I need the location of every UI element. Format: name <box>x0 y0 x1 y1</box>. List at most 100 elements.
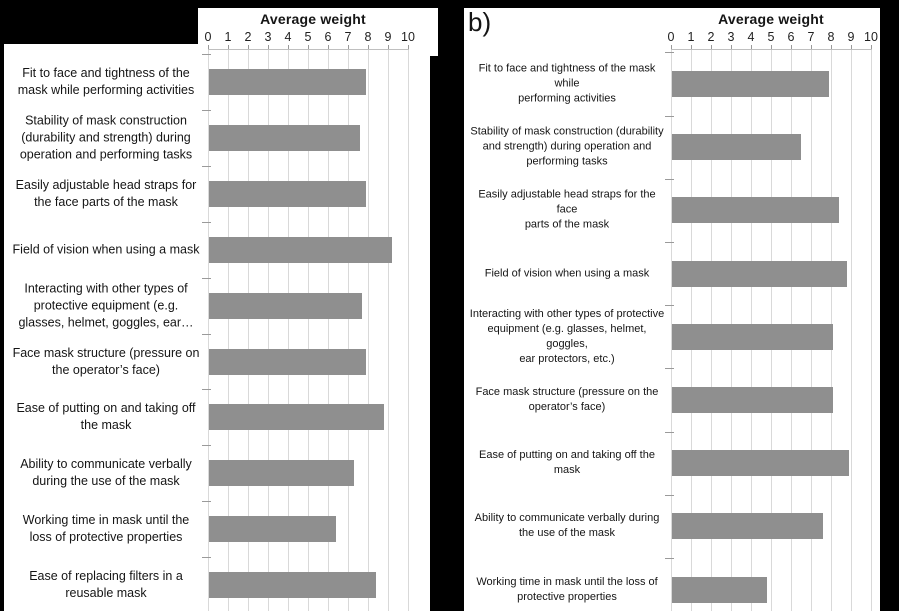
x-tick-label: 8 <box>364 30 372 44</box>
x-axis-tick <box>348 45 349 52</box>
x-axis-tick <box>871 45 872 52</box>
category-label: Working time in mask until the loss of p… <box>22 513 190 544</box>
bar <box>672 324 833 350</box>
category-axis-tick <box>665 52 674 53</box>
x-axis-tick <box>771 45 772 52</box>
x-tick-label: 5 <box>304 30 312 44</box>
category-label: Ability to communicate verbally during t… <box>474 512 660 539</box>
category-label: Fit to face and tightness of the mask wh… <box>478 62 656 105</box>
gridline <box>328 50 329 611</box>
category-axis-tick <box>665 305 674 306</box>
category-label: Field of vision when using a mask <box>484 267 650 280</box>
gridline <box>248 50 249 611</box>
category-axis-tick <box>202 389 211 390</box>
x-tick-label: 2 <box>244 30 252 44</box>
bar <box>672 387 833 413</box>
category-axis-tick <box>202 501 211 502</box>
category-label: Working time in mask until the loss of p… <box>476 576 658 603</box>
category-axis-tick <box>202 166 211 167</box>
x-tick-label: 0 <box>204 30 212 44</box>
bar <box>209 516 336 542</box>
x-tick-label: 0 <box>667 30 675 44</box>
x-axis-tick <box>308 45 309 52</box>
bar <box>672 261 847 287</box>
category-axis-tick <box>202 445 211 446</box>
plot-top-border <box>208 49 409 50</box>
category-label: Stability of mask construction (durabili… <box>470 125 664 168</box>
category-axis-tick <box>202 557 211 558</box>
bar <box>672 71 829 97</box>
x-axis-tick <box>248 45 249 52</box>
bar <box>209 349 366 375</box>
bar <box>672 577 767 603</box>
bar <box>209 181 366 207</box>
category-axis-tick <box>202 110 211 111</box>
x-tick-label: 8 <box>827 30 835 44</box>
x-tick-label: 4 <box>747 30 755 44</box>
bar <box>672 134 801 160</box>
x-tick-label: 7 <box>807 30 815 44</box>
x-tick-label: 5 <box>767 30 775 44</box>
gridline <box>288 50 289 611</box>
category-label: Interacting with other types of protecti… <box>18 281 194 330</box>
gridline <box>268 50 269 611</box>
chart-b-panel-label: b) <box>468 7 492 37</box>
x-axis-tick <box>268 45 269 52</box>
gridline <box>851 50 852 611</box>
x-axis-tick <box>328 45 329 52</box>
category-axis-tick <box>202 54 211 55</box>
bar <box>672 513 823 539</box>
gridline <box>388 50 389 611</box>
category-axis-tick <box>202 222 211 223</box>
category-axis-tick <box>665 495 674 496</box>
bar <box>672 197 839 223</box>
x-axis-tick <box>831 45 832 52</box>
chart-b-panel <box>464 8 880 611</box>
bar <box>209 125 360 151</box>
bar <box>672 450 849 476</box>
category-label: Face mask structure (pressure on the ope… <box>475 386 659 413</box>
category-axis-tick <box>665 116 674 117</box>
gridline <box>871 50 872 611</box>
category-label: Easily adjustable head straps for the fa… <box>15 178 197 209</box>
x-axis-tick <box>388 45 389 52</box>
bar <box>209 460 354 486</box>
gridline <box>208 50 209 611</box>
x-axis-tick <box>791 45 792 52</box>
category-axis-tick <box>202 334 211 335</box>
chart-b-title: Average weight <box>718 11 824 27</box>
x-axis-tick <box>408 45 409 52</box>
x-axis-tick <box>811 45 812 52</box>
x-axis-tick <box>711 45 712 52</box>
x-tick-label: 1 <box>687 30 695 44</box>
category-label: Fit to face and tightness of the mask wh… <box>17 66 195 97</box>
category-axis-tick <box>665 432 674 433</box>
x-tick-label: 1 <box>224 30 232 44</box>
category-axis-tick <box>665 179 674 180</box>
category-label: Field of vision when using a mask <box>12 242 200 257</box>
x-tick-label: 10 <box>864 30 878 44</box>
x-axis-tick <box>751 45 752 52</box>
x-tick-label: 6 <box>324 30 332 44</box>
x-tick-label: 7 <box>344 30 352 44</box>
gridline <box>348 50 349 611</box>
category-label: Ability to communicate verbally during t… <box>20 457 192 488</box>
category-axis-tick <box>202 278 211 279</box>
category-axis-tick <box>665 368 674 369</box>
x-tick-label: 3 <box>264 30 272 44</box>
category-label: Face mask structure (pressure on the ope… <box>12 346 200 377</box>
gridline <box>408 50 409 611</box>
category-axis-tick <box>665 558 674 559</box>
bar <box>209 237 392 263</box>
x-axis-tick <box>368 45 369 52</box>
chart-a-title: Average weight <box>260 11 366 27</box>
category-label: Easily adjustable head straps for the fa… <box>478 188 656 231</box>
bar <box>209 404 384 430</box>
x-tick-label: 6 <box>787 30 795 44</box>
x-axis-tick <box>208 45 209 52</box>
category-axis-tick <box>665 242 674 243</box>
bar <box>209 572 376 598</box>
x-axis-tick <box>228 45 229 52</box>
x-axis-tick <box>731 45 732 52</box>
